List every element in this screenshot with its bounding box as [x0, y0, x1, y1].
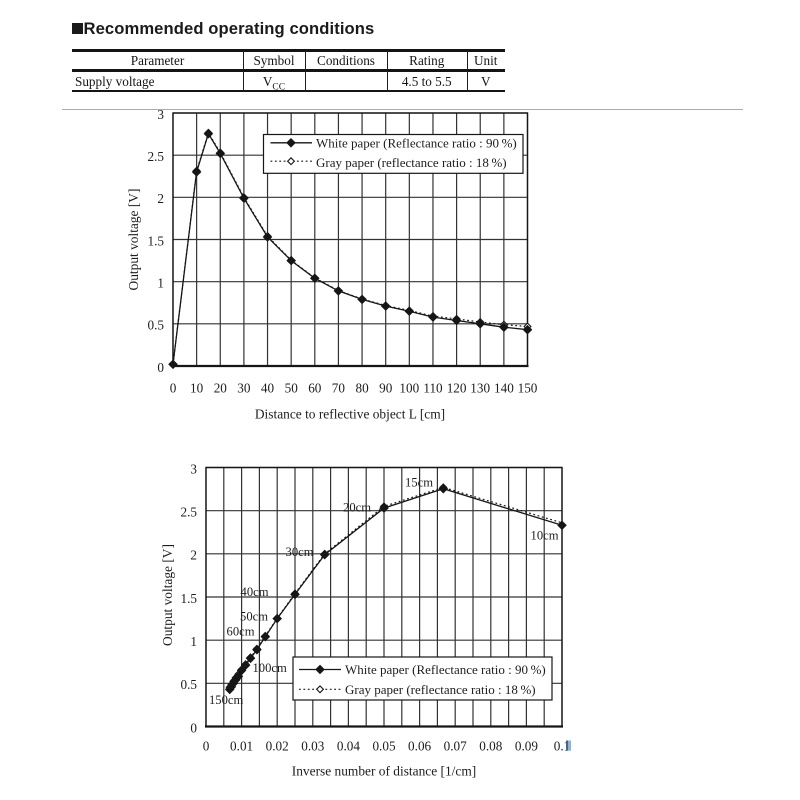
svg-text:1: 1: [190, 634, 197, 649]
svg-text:2: 2: [157, 191, 164, 206]
svg-text:0: 0: [170, 381, 177, 396]
svg-text:Inverse number of distance [1/: Inverse number of distance [1/cm]: [292, 764, 476, 779]
svg-text:20cm: 20cm: [343, 501, 371, 515]
svg-text:2: 2: [190, 548, 197, 563]
svg-text:110: 110: [423, 381, 443, 396]
svg-text:10cm: 10cm: [531, 529, 559, 543]
svg-text:0: 0: [157, 360, 164, 375]
svg-text:0.08: 0.08: [479, 739, 502, 754]
svg-text:0.09: 0.09: [515, 739, 538, 754]
svg-text:0.06: 0.06: [408, 739, 431, 754]
svg-text:50cm: 50cm: [240, 610, 268, 624]
svg-text:15cm: 15cm: [405, 476, 433, 490]
svg-text:0.5: 0.5: [148, 318, 165, 333]
svg-text:40: 40: [261, 381, 275, 396]
svg-text:100: 100: [399, 381, 419, 396]
svg-text:120: 120: [447, 381, 467, 396]
svg-text:1.5: 1.5: [148, 233, 165, 248]
svg-text:50: 50: [285, 381, 299, 396]
svg-text:3: 3: [190, 461, 197, 476]
svg-text:60: 60: [308, 381, 322, 396]
svg-text:0.02: 0.02: [266, 739, 289, 754]
svg-text:20: 20: [214, 381, 228, 396]
svg-text:Output voltage [V]: Output voltage [V]: [160, 544, 175, 646]
svg-text:40cm: 40cm: [241, 585, 269, 599]
svg-text:70: 70: [332, 381, 346, 396]
svg-text:90: 90: [379, 381, 393, 396]
svg-text:Gray paper (reflectance ratio: Gray paper (reflectance ratio : 18 %): [316, 155, 507, 170]
svg-text:0.1: 0.1: [554, 739, 570, 754]
svg-text:0.01: 0.01: [230, 739, 253, 754]
svg-text:Output voltage [V]: Output voltage [V]: [126, 189, 141, 291]
svg-text:1: 1: [157, 276, 164, 291]
svg-text:130: 130: [470, 381, 490, 396]
svg-text:0: 0: [190, 720, 197, 735]
svg-text:150cm: 150cm: [209, 693, 243, 707]
svg-text:140: 140: [494, 381, 514, 396]
svg-text:0.05: 0.05: [372, 739, 395, 754]
svg-text:2.5: 2.5: [148, 149, 165, 164]
svg-text:White paper (Reflectance ratio: White paper (Reflectance ratio : 90 %): [316, 136, 517, 151]
svg-text:Gray paper (reflectance ratio: Gray paper (reflectance ratio : 18 %): [345, 682, 536, 697]
svg-text:80: 80: [356, 381, 370, 396]
svg-text:0.04: 0.04: [337, 739, 360, 754]
svg-text:30: 30: [237, 381, 251, 396]
svg-text:100cm: 100cm: [253, 661, 287, 675]
svg-text:2.5: 2.5: [181, 505, 198, 520]
svg-text:150: 150: [518, 381, 538, 396]
svg-text:White paper (Reflectance ratio: White paper (Reflectance ratio : 90 %): [345, 662, 546, 677]
svg-text:0.07: 0.07: [444, 739, 467, 754]
svg-text:10: 10: [190, 381, 204, 396]
svg-text:0: 0: [203, 739, 210, 754]
svg-text:1.5: 1.5: [181, 591, 198, 606]
svg-text:Distance to reflective object: Distance to reflective object L [cm]: [255, 407, 445, 422]
svg-text:30cm: 30cm: [286, 545, 314, 559]
svg-text:0.03: 0.03: [301, 739, 324, 754]
svg-text:0.5: 0.5: [181, 677, 198, 692]
svg-text:3: 3: [157, 107, 164, 122]
svg-text:60cm: 60cm: [227, 625, 255, 639]
